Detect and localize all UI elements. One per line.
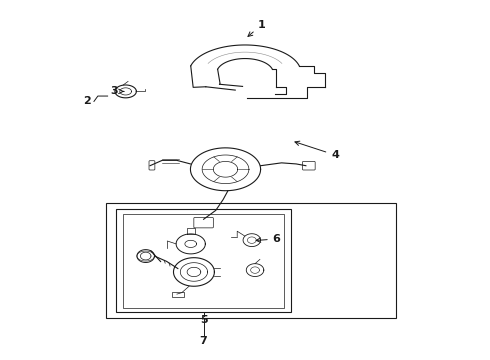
- FancyBboxPatch shape: [194, 217, 213, 228]
- Bar: [123, 214, 284, 307]
- Text: 3: 3: [111, 86, 124, 96]
- Text: 4: 4: [295, 141, 339, 160]
- FancyBboxPatch shape: [302, 161, 315, 170]
- Text: 7: 7: [200, 336, 207, 346]
- Text: 2: 2: [83, 96, 91, 107]
- Text: 5: 5: [200, 315, 207, 325]
- Text: 1: 1: [248, 19, 266, 36]
- FancyBboxPatch shape: [149, 161, 155, 170]
- Bar: [106, 203, 396, 318]
- Text: 6: 6: [256, 234, 281, 244]
- Bar: [116, 208, 291, 312]
- Bar: [172, 292, 184, 297]
